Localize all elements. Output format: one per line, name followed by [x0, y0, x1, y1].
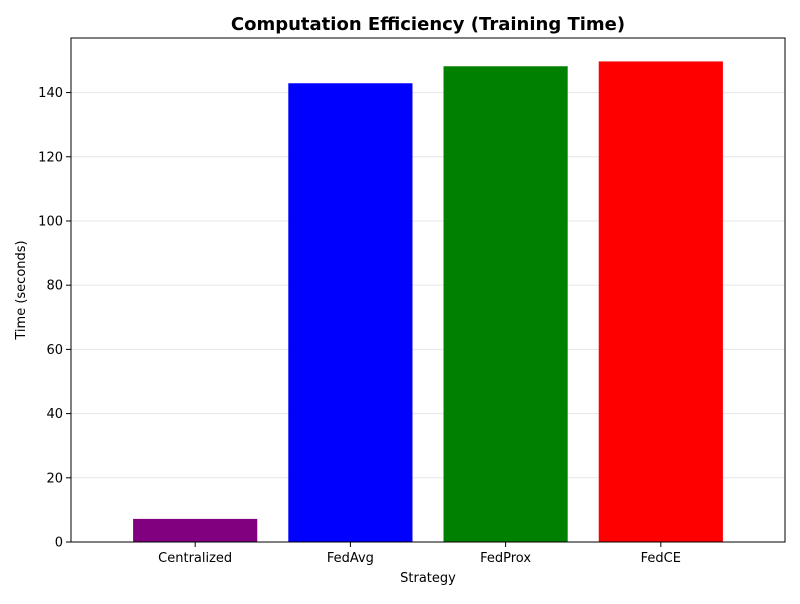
y-tick-label: 140: [38, 86, 63, 101]
x-axis-label: Strategy: [400, 571, 456, 586]
y-tick-label: 100: [38, 214, 63, 229]
x-tick-label: Centralized: [158, 551, 232, 566]
bar-fedavg: [288, 83, 413, 542]
bar-fedce: [598, 61, 723, 543]
y-tick-label: 120: [38, 150, 63, 165]
y-axis-ticks: 0 20 40 60 80 100 120 140: [38, 86, 71, 551]
x-axis-ticks: Centralized FedAvg FedProx FedCE: [158, 542, 681, 566]
chart-title: Computation Efficiency (Training Time): [231, 14, 625, 35]
x-tick-label: FedProx: [480, 551, 531, 566]
x-tick-label: FedCE: [641, 551, 681, 566]
plot-frame: [70, 37, 786, 543]
y-tick-label: 60: [46, 343, 63, 358]
y-tick-label: 80: [46, 279, 63, 294]
y-axis-label: Time (seconds): [14, 240, 29, 340]
bar-fedprox: [443, 66, 568, 542]
bar-centralized: [133, 518, 258, 542]
bars: [133, 61, 723, 543]
x-tick-label: FedAvg: [327, 551, 374, 566]
y-tick-label: 0: [55, 536, 63, 551]
y-tick-label: 20: [46, 471, 63, 486]
y-tick-label: 40: [46, 407, 63, 422]
